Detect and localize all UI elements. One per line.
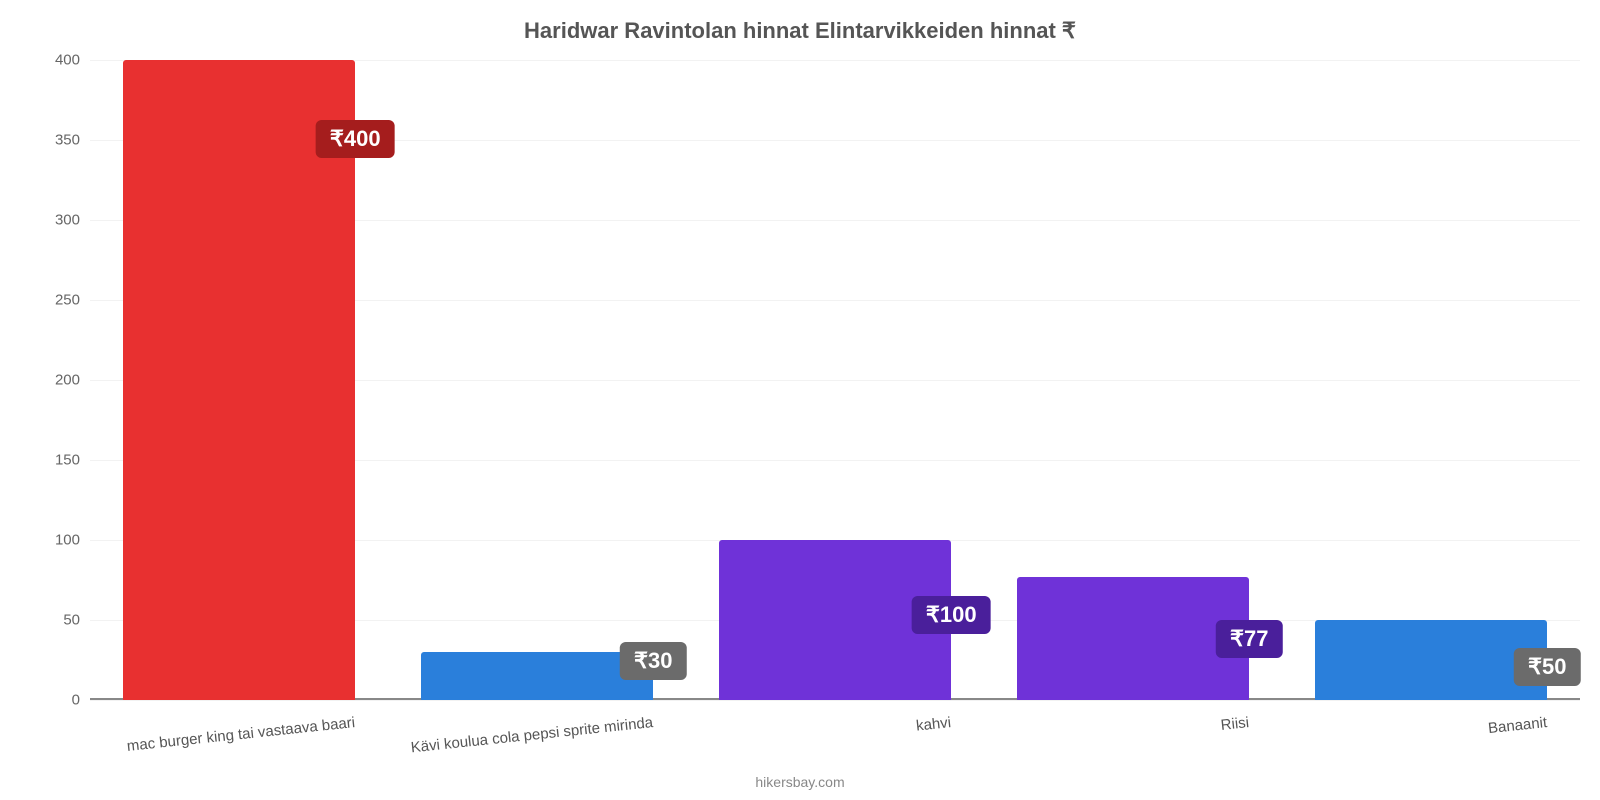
price-bar-chart: Haridwar Ravintolan hinnat Elintarvikkei…	[0, 0, 1600, 800]
y-tick-label: 400	[55, 52, 90, 69]
bar-value-label: ₹50	[1514, 648, 1580, 686]
x-category-label: Kävi koulua cola pepsi sprite mirinda	[410, 714, 654, 756]
y-tick-label: 200	[55, 372, 90, 389]
bar	[1017, 577, 1249, 700]
y-tick-label: 350	[55, 132, 90, 149]
bar-value-label: ₹400	[316, 120, 395, 158]
x-category-label: Riisi	[1220, 714, 1250, 734]
bar-value-label: ₹77	[1216, 620, 1282, 658]
x-category-label: mac burger king tai vastaava baari	[126, 714, 356, 755]
bar	[1315, 620, 1547, 700]
bar-value-label: ₹100	[912, 596, 991, 634]
bar-value-label: ₹30	[620, 642, 686, 680]
grid-line	[90, 700, 1580, 701]
plot-area: 050100150200250300350400₹400mac burger k…	[90, 60, 1580, 700]
y-tick-label: 50	[63, 612, 90, 629]
y-tick-label: 300	[55, 212, 90, 229]
x-category-label: Banaanit	[1487, 714, 1548, 737]
chart-title: Haridwar Ravintolan hinnat Elintarvikkei…	[0, 18, 1600, 44]
bar	[421, 652, 653, 700]
x-category-label: kahvi	[915, 714, 952, 735]
y-tick-label: 100	[55, 532, 90, 549]
y-tick-label: 150	[55, 452, 90, 469]
y-tick-label: 0	[72, 692, 90, 709]
y-tick-label: 250	[55, 292, 90, 309]
chart-footer: hikersbay.com	[0, 774, 1600, 790]
